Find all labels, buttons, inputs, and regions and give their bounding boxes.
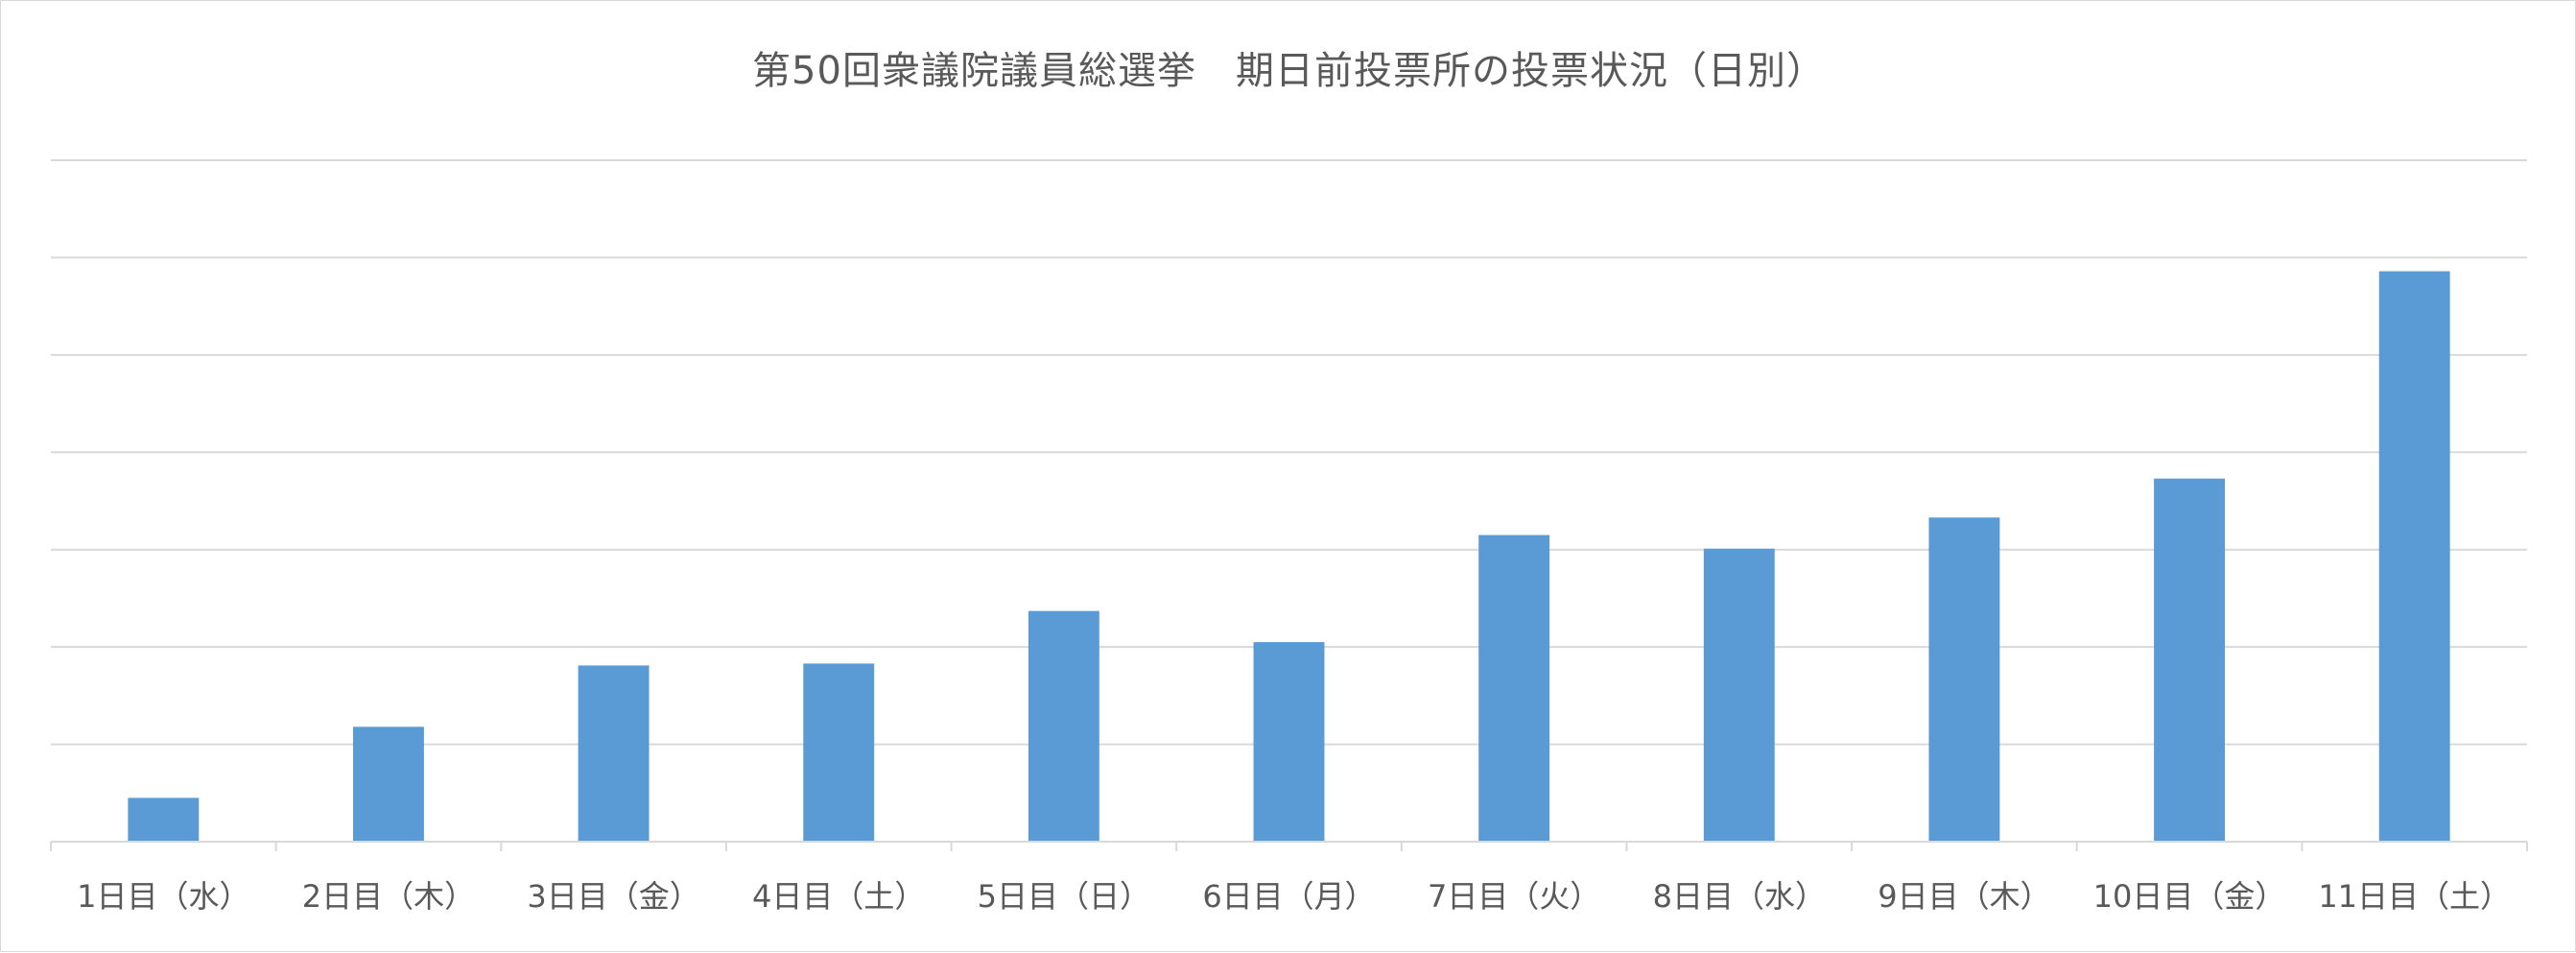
x-tick-label: 6日目（月） — [1202, 878, 1375, 915]
x-tick-label: 3日目（金） — [527, 878, 699, 915]
x-tick-label: 9日目（木） — [1878, 878, 2050, 915]
x-tick-label: 11日目（土） — [2318, 878, 2511, 915]
bar — [803, 663, 875, 842]
x-tick-labels: 1日目（水） 2日目（木） 3日目（金） 4日目（土） 5日目（日） 6日目（月） 7日目（… — [77, 878, 2511, 915]
bar — [2378, 271, 2450, 843]
bar — [1703, 548, 1775, 842]
bar — [1478, 535, 1550, 842]
x-tick-label: 8日目（水） — [1653, 878, 1826, 915]
bar — [2154, 478, 2226, 842]
x-tick-label: 1日目（水） — [77, 878, 249, 915]
bar — [352, 727, 424, 842]
x-tick-label: 5日目（日） — [978, 878, 1150, 915]
chart-title: 第50回衆議院議員総選挙 期日前投票所の投票状況（日別） — [752, 49, 1826, 93]
x-axis — [50, 841, 2528, 851]
x-tick-label: 10日目（金） — [2093, 878, 2286, 915]
bars — [128, 271, 2450, 843]
bar — [1253, 642, 1325, 842]
x-tick-label: 7日目（火） — [1428, 878, 1600, 915]
bar — [128, 798, 200, 842]
bar — [1028, 610, 1099, 842]
bar — [1928, 517, 2000, 842]
bar — [578, 665, 650, 842]
gridlines — [51, 159, 2527, 746]
x-tick-label: 4日目（土） — [752, 878, 925, 915]
x-tick-label: 2日目（木） — [302, 878, 475, 915]
